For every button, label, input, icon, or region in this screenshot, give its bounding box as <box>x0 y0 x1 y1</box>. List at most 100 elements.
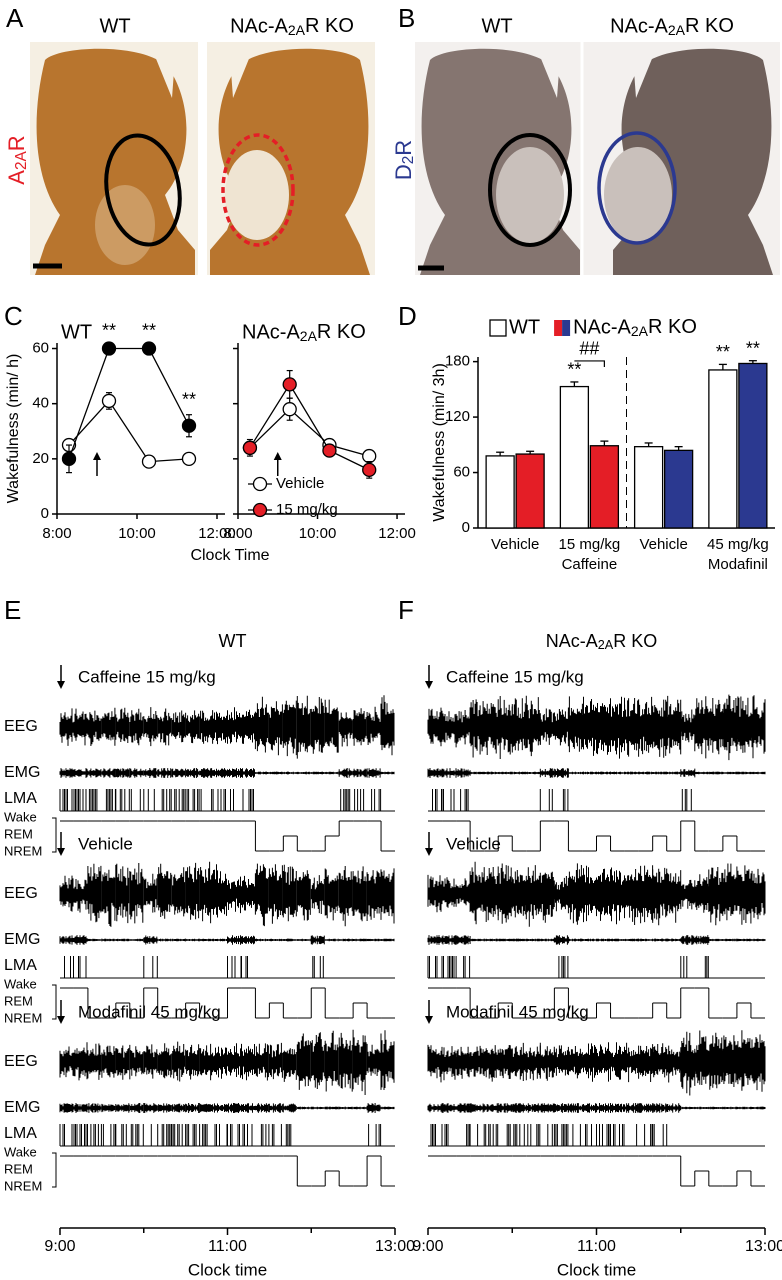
lma-trace <box>227 1124 240 1146</box>
x-axis-label: Clock time <box>188 1260 267 1279</box>
emg-trace <box>129 938 144 942</box>
eeg-trace <box>567 863 583 925</box>
lma-trace <box>558 956 569 978</box>
emg-trace <box>241 768 255 778</box>
eeg-trace <box>736 865 752 925</box>
eeg-trace <box>129 1044 144 1080</box>
emg-trace <box>380 771 395 775</box>
emg-trace <box>427 935 443 945</box>
bar <box>633 446 664 529</box>
lma-trace <box>539 789 553 811</box>
x-tick-label: 9:00 <box>44 1238 75 1255</box>
emg-trace <box>455 935 471 945</box>
lma-trace <box>73 789 87 811</box>
lma-trace <box>102 1124 116 1146</box>
region-outline <box>104 133 182 247</box>
emg-trace <box>282 938 297 942</box>
eeg-trace <box>87 1043 102 1080</box>
emg-trace <box>157 938 172 942</box>
eeg-trace <box>366 1043 381 1076</box>
eeg-trace <box>143 707 158 747</box>
eeg-trace <box>157 863 172 919</box>
eeg-trace <box>483 1045 499 1082</box>
chart-title: NAc-A2AR KO <box>242 321 366 343</box>
row-label: Wake <box>4 976 37 991</box>
emg-trace <box>366 768 381 778</box>
eeg-trace <box>750 868 766 920</box>
eeg-trace <box>610 696 625 759</box>
stain-label: A2AR <box>4 135 30 184</box>
bar <box>663 449 694 529</box>
recording-label: Caffeine 15 mg/kg <box>446 667 584 686</box>
lma-trace <box>214 1124 228 1146</box>
point <box>322 443 337 458</box>
lma-trace <box>469 1124 479 1146</box>
emg-trace <box>171 938 186 942</box>
eeg-trace <box>680 879 696 910</box>
emg-trace <box>652 771 668 775</box>
panel-label: A <box>6 3 24 33</box>
eeg-trace <box>624 1042 640 1083</box>
region-outline <box>488 133 572 247</box>
emg-trace <box>736 1106 752 1110</box>
emg-trace <box>171 1103 186 1113</box>
lma-trace <box>340 789 351 811</box>
row-label: NREM <box>4 1178 42 1193</box>
emg-trace <box>268 771 283 775</box>
eeg-trace <box>539 1042 555 1081</box>
emg-trace <box>553 768 569 778</box>
emg-trace <box>352 1106 367 1110</box>
eeg-trace <box>469 861 485 925</box>
eeg-trace <box>624 698 640 757</box>
x-tick-label: Vehicle <box>491 536 539 553</box>
eeg-trace <box>171 1041 186 1082</box>
eeg-trace <box>483 866 499 922</box>
emg-trace <box>624 1103 640 1113</box>
eeg-trace <box>427 707 443 747</box>
y-tick-label: 60 <box>32 339 49 356</box>
emg-trace <box>171 768 186 778</box>
section-image-b-ko <box>604 44 773 276</box>
emg-trace <box>199 768 214 778</box>
row-label: REM <box>4 1161 33 1176</box>
emg-trace <box>610 938 625 942</box>
emg-trace <box>296 771 311 775</box>
eeg-trace <box>750 695 766 759</box>
emg-trace <box>380 938 395 942</box>
row-label: LMA <box>4 1125 37 1142</box>
eeg-trace <box>455 710 471 748</box>
emg-trace <box>441 1103 457 1113</box>
stain-label: D2R <box>391 140 417 180</box>
emg-trace <box>525 1103 541 1113</box>
eeg-trace <box>525 695 541 757</box>
row-label: Wake <box>4 1144 37 1159</box>
lma-trace <box>143 956 158 978</box>
emg-trace <box>455 1103 471 1113</box>
eeg-trace <box>227 876 241 914</box>
emg-trace <box>680 768 696 778</box>
region-outline <box>597 131 677 245</box>
eeg-trace <box>694 1030 710 1085</box>
point <box>362 448 377 464</box>
eeg-trace <box>708 698 724 755</box>
lma-trace <box>90 1124 102 1146</box>
emg-trace <box>483 938 499 942</box>
x-tick-label: 12:00 <box>378 525 416 542</box>
lma-trace <box>466 1124 471 1146</box>
stage-bracket <box>52 817 57 853</box>
x-tick-label: 12:00 <box>198 525 236 542</box>
emg-trace <box>708 771 724 775</box>
eeg-trace <box>157 708 172 746</box>
eeg-trace <box>553 709 569 747</box>
legend-label: Vehicle <box>276 475 324 492</box>
eeg-trace <box>282 1048 297 1082</box>
emg-trace <box>268 938 283 942</box>
eeg-trace <box>380 695 395 756</box>
point <box>181 451 197 466</box>
emg-trace <box>666 1103 682 1113</box>
y-tick-label: 120 <box>445 408 470 425</box>
eeg-trace <box>87 710 102 746</box>
lma-trace <box>115 1124 127 1146</box>
emg-trace <box>596 771 611 775</box>
emg-trace <box>652 938 668 942</box>
